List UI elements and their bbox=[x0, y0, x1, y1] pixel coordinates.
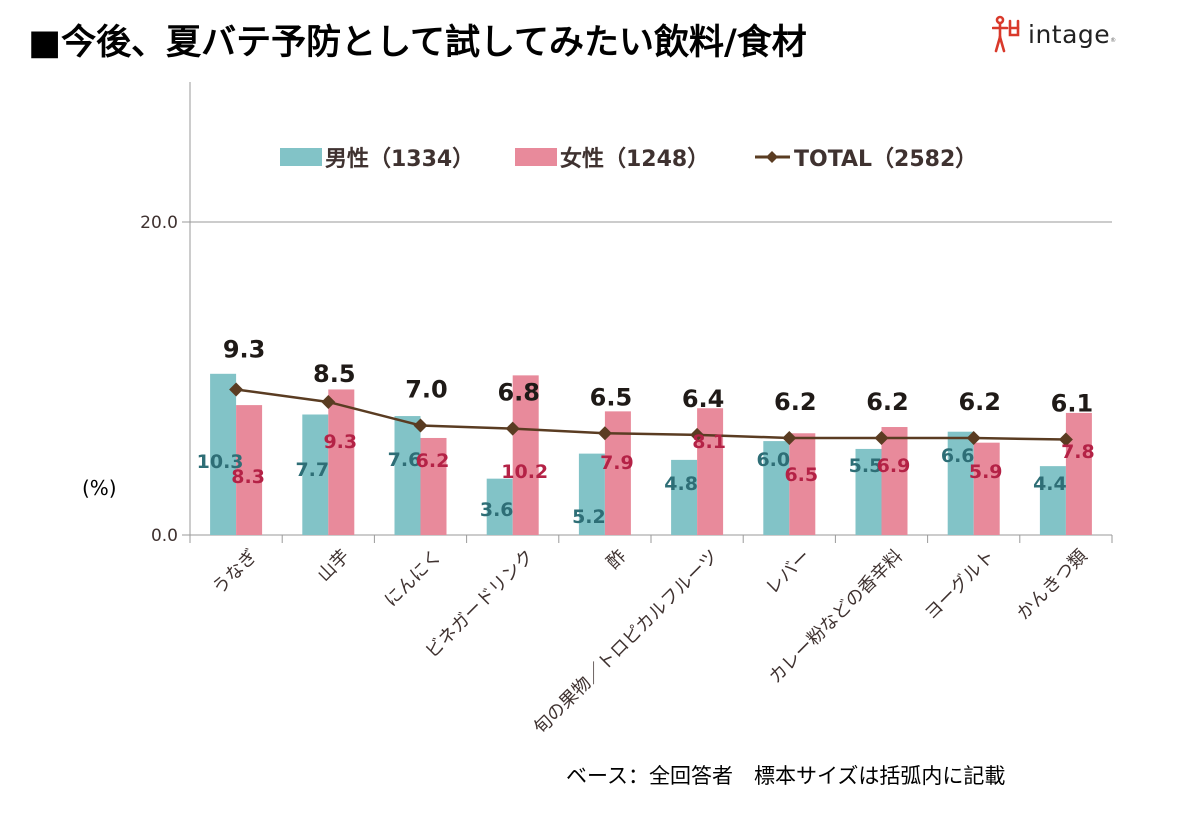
data-label-female: 6.5 bbox=[784, 464, 818, 486]
data-label-total: 6.2 bbox=[774, 388, 817, 416]
bar-female bbox=[697, 408, 724, 535]
y-tick-label: 20.0 bbox=[140, 213, 178, 233]
y-unit-label: (%) bbox=[82, 476, 117, 500]
data-label-total: 6.2 bbox=[958, 388, 1001, 416]
category-label: レバー bbox=[762, 546, 815, 599]
category-label: かんきつ類 bbox=[1013, 546, 1091, 624]
y-tick-label: 0.0 bbox=[151, 526, 178, 546]
bar-female bbox=[881, 427, 908, 535]
data-label-male: 5.5 bbox=[849, 455, 883, 477]
bar-male bbox=[302, 414, 329, 535]
data-label-female: 10.2 bbox=[501, 461, 548, 483]
legend: 男性（1334） 女性（1248） TOTAL（2582） bbox=[280, 146, 977, 172]
data-label-male: 3.6 bbox=[480, 499, 514, 521]
data-label-total: 6.1 bbox=[1051, 390, 1094, 418]
bar-male bbox=[394, 416, 421, 535]
data-label-total: 8.5 bbox=[313, 360, 356, 388]
data-label-female: 5.9 bbox=[969, 461, 1003, 483]
registered-mark: ® bbox=[1110, 37, 1117, 44]
total-marker bbox=[597, 426, 612, 441]
data-label-female: 7.9 bbox=[600, 452, 634, 474]
data-label-female: 9.3 bbox=[323, 431, 357, 453]
bar-male bbox=[763, 441, 790, 535]
bar-female bbox=[973, 442, 1000, 535]
category-label: 山芋 bbox=[314, 546, 354, 586]
page-title: ■今後、夏バテ予防として試してみたい飲料/食材 bbox=[28, 23, 807, 63]
bar-female bbox=[420, 437, 447, 535]
footnote: ベース：全回答者 標本サイズは括弧内に記載 bbox=[566, 764, 1006, 788]
bar-male bbox=[855, 448, 882, 535]
data-label-female: 8.3 bbox=[231, 466, 265, 488]
legend-swatch-male bbox=[280, 148, 322, 166]
legend-swatch-female bbox=[515, 148, 557, 166]
bar-male bbox=[947, 431, 974, 535]
bar-female bbox=[236, 405, 263, 535]
legend-swatch-total-marker bbox=[766, 151, 778, 163]
total-line bbox=[229, 382, 1073, 447]
total-marker bbox=[874, 430, 889, 445]
bars bbox=[210, 373, 1092, 535]
total-line-path bbox=[235, 388, 1066, 441]
data-label-total: 7.0 bbox=[405, 375, 448, 403]
data-label-male: 5.2 bbox=[572, 506, 606, 528]
data-label-male: 6.0 bbox=[756, 449, 790, 471]
bar-male bbox=[578, 453, 605, 535]
data-label-total: 6.8 bbox=[497, 379, 540, 407]
bar-male bbox=[210, 373, 237, 535]
bar-female bbox=[1065, 412, 1092, 535]
total-marker bbox=[966, 430, 981, 445]
data-label-total: 6.2 bbox=[866, 388, 909, 416]
bar-female bbox=[789, 433, 816, 535]
data-label-female: 7.8 bbox=[1061, 441, 1095, 463]
data-label-male: 4.4 bbox=[1033, 473, 1067, 495]
total-marker bbox=[505, 421, 520, 436]
data-label-total: 6.5 bbox=[590, 383, 633, 411]
logo-text: intage bbox=[1028, 19, 1111, 49]
category-label: にんにく bbox=[381, 546, 447, 612]
legend-label-female: 女性（1248） bbox=[560, 146, 709, 172]
category-label: うなぎ bbox=[209, 546, 262, 599]
data-label-female: 6.9 bbox=[877, 455, 911, 477]
data-label-total: 9.3 bbox=[223, 335, 266, 363]
data-label-female: 8.1 bbox=[692, 431, 726, 453]
bar-male bbox=[671, 459, 698, 535]
data-label-total: 6.4 bbox=[682, 385, 725, 413]
total-marker bbox=[413, 418, 428, 433]
bar-female bbox=[512, 375, 539, 535]
data-label-male: 7.6 bbox=[388, 449, 422, 471]
category-label: 酢 bbox=[603, 546, 631, 574]
total-marker bbox=[1058, 432, 1073, 447]
intage-logo-icon bbox=[992, 15, 1020, 53]
data-label-male: 7.7 bbox=[295, 459, 329, 481]
total-marker bbox=[321, 394, 336, 409]
legend-label-male: 男性（1334） bbox=[325, 147, 474, 172]
bar-male bbox=[1039, 466, 1066, 535]
category-label: 旬の果物／トロピカルフルーツ bbox=[530, 546, 723, 739]
data-label-male: 10.3 bbox=[197, 451, 244, 473]
data-label-male: 4.8 bbox=[664, 473, 698, 495]
total-marker bbox=[229, 382, 244, 397]
bar-female bbox=[328, 389, 355, 535]
bar-male bbox=[486, 478, 513, 535]
total-marker bbox=[690, 427, 705, 442]
legend-label-total: TOTAL（2582） bbox=[794, 147, 977, 172]
intage-logo: intage ® bbox=[992, 14, 1116, 54]
data-labels: 10.38.3 7.79.37.66.23.610.25.27.94.88.16.… bbox=[197, 335, 1095, 528]
data-label-male: 6.6 bbox=[941, 445, 975, 467]
category-label: ヨーグルト bbox=[921, 546, 999, 624]
total-marker bbox=[782, 430, 797, 445]
data-label-female: 6.2 bbox=[416, 450, 450, 472]
